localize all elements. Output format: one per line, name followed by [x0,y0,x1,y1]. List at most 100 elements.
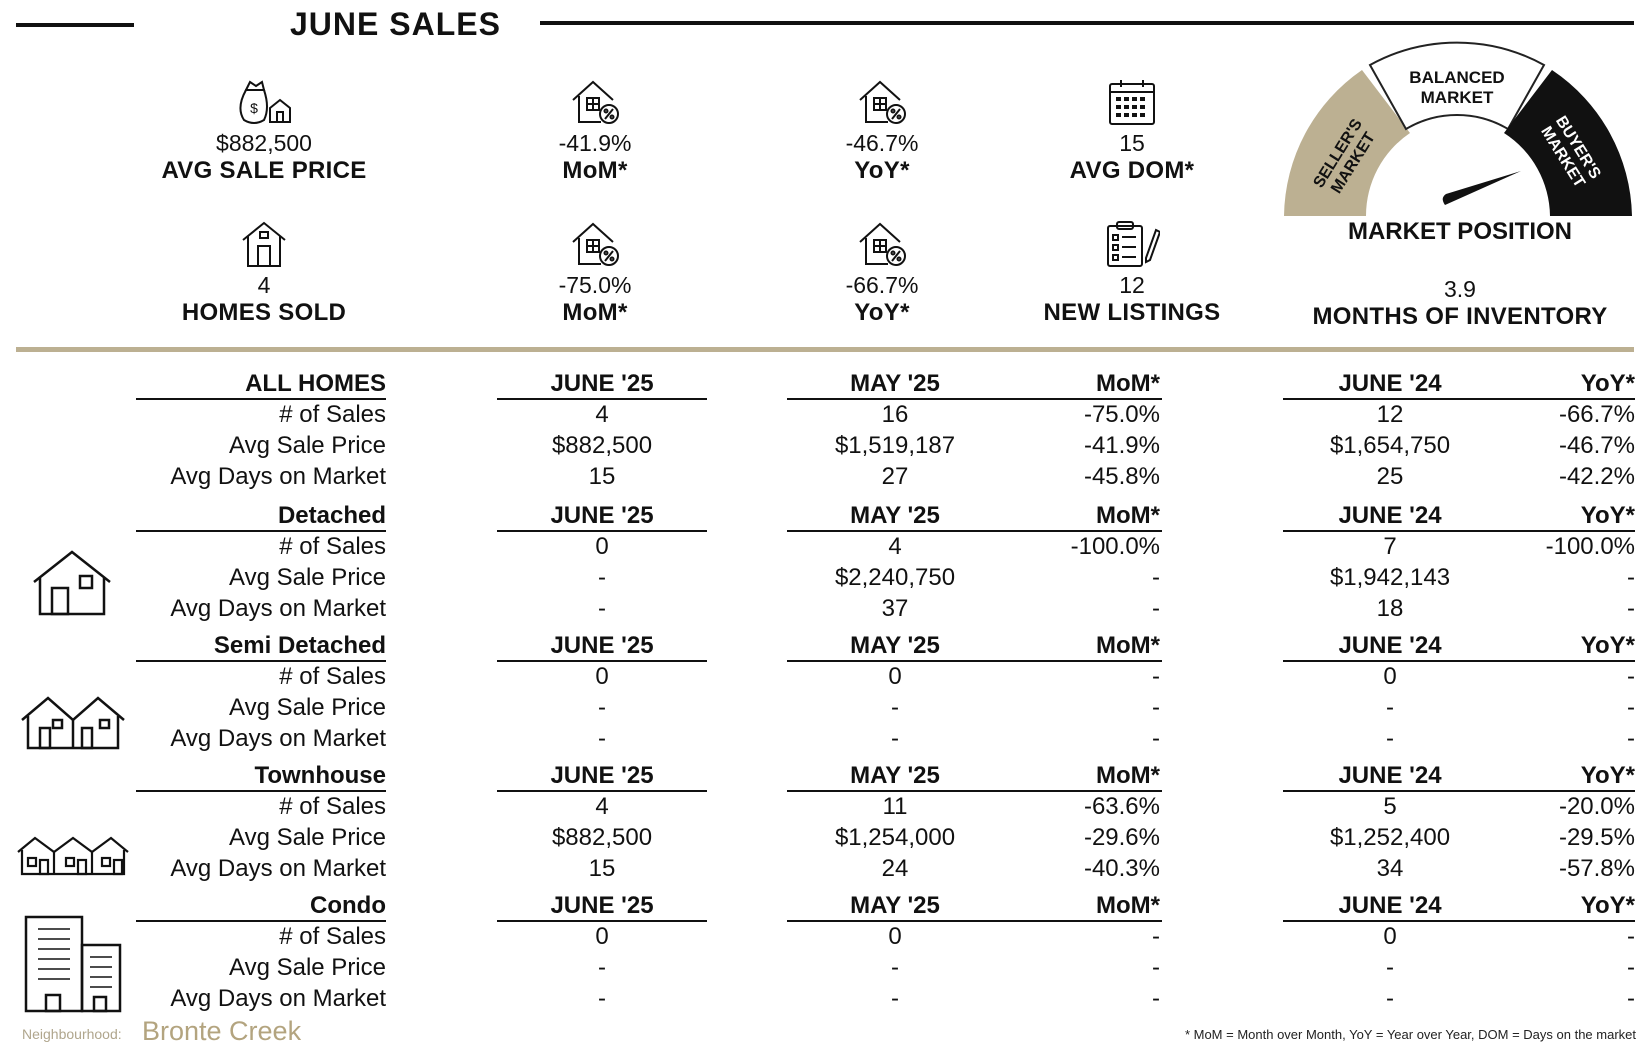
table-cell: -40.3% [1083,855,1160,882]
column-header-yoy: YoY* [1580,892,1635,919]
row-label-price: Avg Sale Price [229,432,386,459]
table-cell: - [1152,595,1160,622]
table-cell: - [891,725,899,752]
table-cell: - [598,954,606,981]
header-underline [136,920,386,922]
clipboard-pen-icon [1107,221,1160,267]
header-underline [497,790,707,792]
table-cell: - [1386,954,1394,981]
kpi-value: 12 [1119,272,1145,298]
balanced-market-segment [1368,41,1546,131]
header-underline [497,660,707,662]
kpi-label: NEW LISTINGS [1043,299,1221,326]
table-cell: - [1627,985,1635,1012]
header-underline [787,920,1162,922]
kpi-value: 4 [257,272,271,298]
page-title: JUNE SALES [290,6,501,42]
table-cell: - [1627,663,1635,690]
row-label-sales: # of Sales [279,401,386,428]
table-cell: - [1627,923,1635,950]
column-header-june24: JUNE '24 [1338,632,1442,659]
header-underline [136,398,386,400]
table-cell: 24 [881,855,909,882]
column-header-june24: JUNE '24 [1338,370,1442,397]
table-cell: -29.6% [1083,824,1160,851]
row-label-sales: # of Sales [279,663,386,690]
table-cell: - [891,954,899,981]
section-divider [16,347,1634,352]
row-label-price: Avg Sale Price [229,824,386,851]
kpi-value: -75.0% [558,272,632,298]
column-header-june24: JUNE '24 [1338,762,1442,789]
table-cell: - [1152,985,1160,1012]
table-cell: - [1152,663,1160,690]
kpi-label: MONTHS OF INVENTORY [1312,303,1608,330]
table-cell: 0 [595,923,609,950]
neighbourhood-label: Neighbourhood: [22,1026,122,1042]
column-header-june25: JUNE '25 [550,892,654,919]
table-cell: -46.7% [1558,432,1635,459]
row-label-sales: # of Sales [279,923,386,950]
row-label-sales: # of Sales [279,533,386,560]
header-underline [1283,660,1635,662]
column-header-mom: MoM* [1096,370,1160,397]
table-cell: 12 [1376,401,1404,428]
header-underline [497,530,707,532]
header-underline [1283,790,1635,792]
condo-building-icon [24,915,122,1013]
house-percent-icon [572,80,619,124]
table-cell: - [1152,694,1160,721]
header-underline [497,398,707,400]
table-cell: - [1627,564,1635,591]
table-cell: - [1386,725,1394,752]
header-underline [136,530,386,532]
section-title: Semi Detached [213,632,386,659]
column-header-may25: MAY '25 [850,762,940,789]
table-cell: $1,942,143 [1329,564,1451,591]
table-cell: 27 [881,463,909,490]
kpi-sold-mom: -75.0% MoM* [465,220,725,328]
column-header-may25: MAY '25 [850,632,940,659]
table-cell: - [1627,595,1635,622]
header-underline [787,790,1162,792]
column-header-mom: MoM* [1096,632,1160,659]
table-cell: - [1627,694,1635,721]
table-cell: 4 [595,401,609,428]
column-header-yoy: YoY* [1580,762,1635,789]
column-header-mom: MoM* [1096,762,1160,789]
table-cell: 34 [1376,855,1404,882]
column-header-mom: MoM* [1096,892,1160,919]
row-label-dom: Avg Days on Market [170,855,386,882]
table-cell: - [1627,954,1635,981]
gauge-needle [1442,171,1521,205]
column-header-june25: JUNE '25 [550,370,654,397]
kpi-new-listings: 12 NEW LISTINGS [1002,220,1262,328]
column-header-yoy: YoY* [1580,632,1635,659]
gauge-title: MARKET POSITION [1347,218,1572,245]
table-cell: 4 [595,793,609,820]
table-cell: -57.8% [1558,855,1635,882]
sellers-market-segment [1284,70,1410,216]
header-rule-left [16,23,134,27]
column-header-may25: MAY '25 [850,502,940,529]
table-cell: - [1152,564,1160,591]
semi-detached-house-icon [21,696,125,750]
section-title: Townhouse [254,762,386,789]
calendar-icon [1109,80,1155,125]
table-cell: $882,500 [551,824,653,851]
table-cell: -100.0% [1070,533,1160,560]
table-cell: $1,252,400 [1329,824,1451,851]
neighbourhood-name: Bronte Creek [142,1016,302,1046]
table-cell: 4 [888,533,902,560]
house-percent-icon [572,222,619,266]
table-cell: 15 [588,463,616,490]
table-cell: 0 [595,533,609,560]
section-title: ALL HOMES [245,370,386,397]
table-cell: -29.5% [1558,824,1635,851]
section-title: Detached [277,502,386,529]
table-cell: $882,500 [551,432,653,459]
header-underline [787,530,1162,532]
header-underline [787,660,1162,662]
townhouse-icon [17,836,129,876]
header-underline [1283,398,1635,400]
